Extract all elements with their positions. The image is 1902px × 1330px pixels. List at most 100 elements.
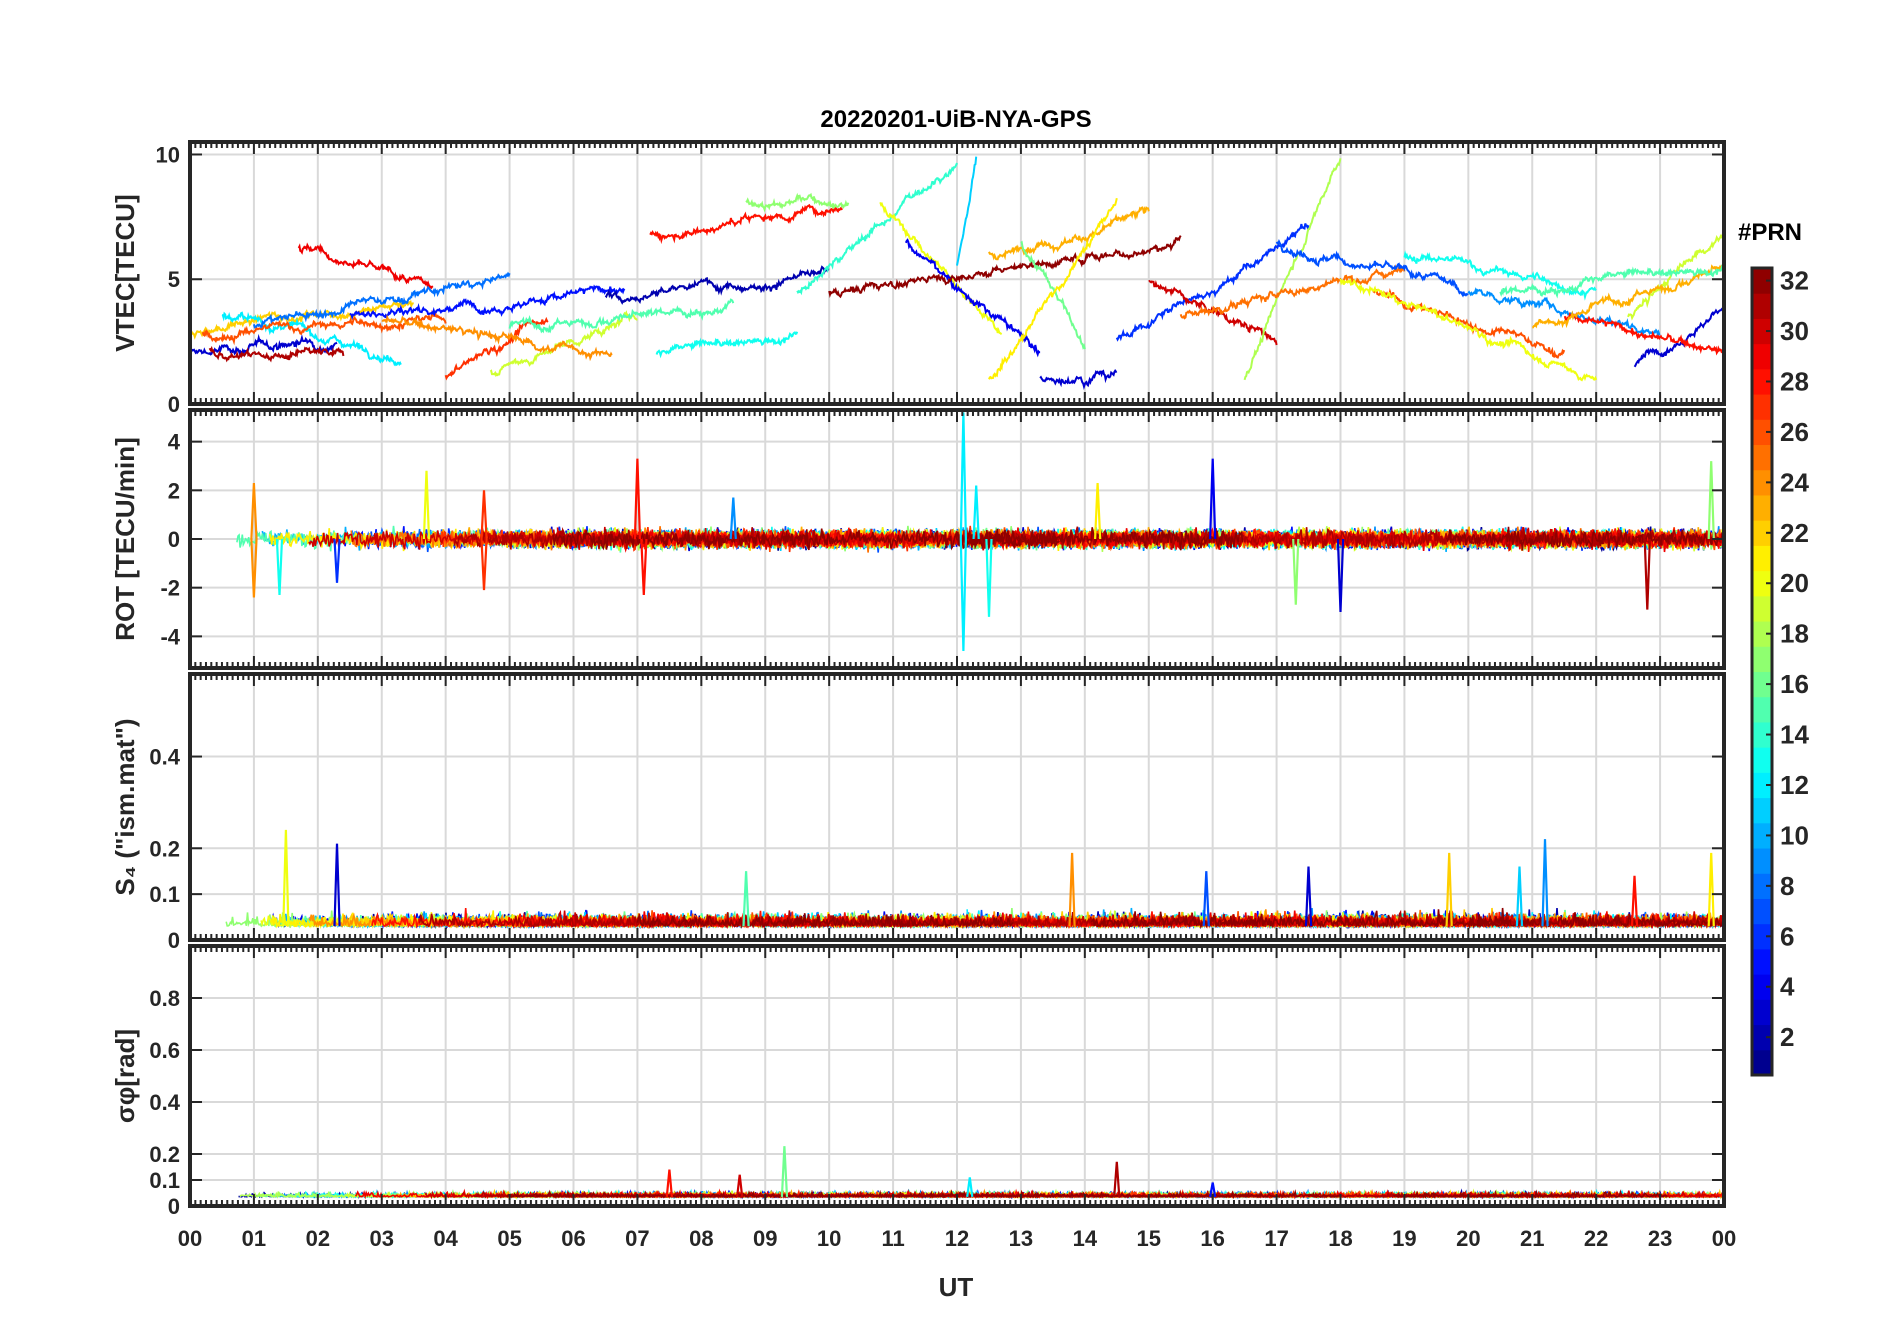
y-tick-label-sigma-phi: 0.6 [149,1038,180,1063]
series-line-prn-26 [1372,287,1566,359]
y-tick-label-rot: -2 [160,576,180,601]
colorbar-cell [1752,419,1772,446]
spike-prn-28 [633,458,642,540]
spike-prn-9 [1541,839,1549,927]
colorbar-cell [1752,822,1772,849]
spike-prn-31 [1113,1161,1121,1197]
colorbar-cell [1752,797,1772,824]
series-line-prn-15 [1499,263,1725,299]
series-line-prn-32 [828,235,1182,299]
spike-prn-15 [742,871,750,927]
colorbar-tick-label: 10 [1780,820,1809,850]
axes-sigma-phi: 00.10.2 0.4 0.6 0.8 [149,944,1726,1219]
y-tick-label-s4: 0.2 [149,836,180,861]
colorbar-tick-label: 4 [1780,972,1795,1002]
colorbar-tick-label: 30 [1780,316,1809,346]
series-line-prn-7 [1275,238,1469,298]
x-tick-label: 21 [1520,1226,1544,1251]
x-tick-labels: 00 01 02 03 04 05 06 07 08 09 10 11 12 13 14 15 16 17 18 19… [178,1226,1736,1251]
y-tick-label-sigma-phi: 0.8 [149,986,180,1011]
colorbar-cell [1752,974,1772,1000]
spike-prn-21 [1707,852,1715,927]
ylabel-sigma-phi: σφ[rad] [110,1029,140,1123]
spike-prn-12 [972,485,980,540]
colorbar-cell [1752,520,1772,546]
spike-prn-13 [985,538,993,617]
series-sigma-phi [238,1146,1725,1200]
series-line-prn-24 [381,314,613,362]
spike-prn-27 [480,490,488,540]
colorbar-cell [1752,999,1772,1026]
series-line-prn-28 [1563,311,1725,356]
colorbar-cell [1752,318,1772,345]
y-tick-label-sigma-phi: 0.1 [149,1168,180,1193]
colorbar-cell [1752,268,1772,294]
axes-s4: 0 0.1 0.2 0.4 [149,672,1726,953]
x-tick-label: 00 [178,1226,202,1251]
series-line-prn-11 [956,156,978,266]
spike-prn-13 [275,538,284,596]
colorbar-frame [1750,266,1774,1077]
series-line-prn-23 [1532,263,1725,329]
series-rot [236,412,1725,652]
panel-rot: -4 -2 0 2 4 ROT [TECU/min] [110,408,1726,670]
series-line-prn-22 [189,299,414,340]
ylabel-s4: S₄ ("ism.mat") [110,718,140,895]
x-tick-label: 18 [1328,1226,1352,1251]
series-line-prn-21 [988,197,1118,380]
ylabel-rot: ROT [TECU/min] [110,437,140,641]
y-tick-label-sigma-phi: 0 [168,1194,180,1219]
spike-prn-3 [1304,866,1313,927]
spike-prn-12 [959,412,967,540]
series-line-prn-4 [904,238,1041,358]
colorbar-tick-label: 18 [1780,619,1809,649]
x-tick-label: 06 [561,1226,585,1251]
y-tick-label-s4: 0.1 [149,882,180,907]
spike-prn-7 [1202,871,1210,927]
colorbar-cell [1752,394,1772,420]
spike-prn-11 [1515,866,1524,927]
colorbar-tick-label: 8 [1780,871,1794,901]
x-tick-label: 00 [1712,1226,1736,1251]
x-tick-label: 11 [881,1226,904,1251]
x-tick-label: 10 [817,1226,841,1251]
x-tick-label: 17 [1264,1226,1288,1251]
axes-vtec: 0 5 10 [156,140,1726,417]
grid-s4 [190,674,1724,940]
spike-prn-28 [1630,875,1639,927]
y-tick-label-vtec: 0 [168,392,180,417]
spike-prn-3 [333,843,341,927]
x-tick-label: 04 [433,1226,458,1251]
x-axis-label: UT [939,1272,974,1302]
spike-prn-22 [1445,852,1453,927]
series-s4 [225,829,1725,930]
series-line-prn-13 [1403,250,1597,301]
series-line-prn-3 [189,333,338,358]
series-line-prn-9 [1467,286,1661,337]
colorbar-cell [1752,1024,1772,1051]
colorbar-cell [1752,721,1772,748]
y-tick-label-rot: 2 [168,478,180,503]
x-tick-label: 16 [1200,1226,1224,1251]
spike-prn-16 [780,1146,789,1197]
series-line-prn-20 [1339,278,1598,382]
panel-s4: 0 0.1 0.2 0.4 S₄ ("ism.mat") [110,672,1726,953]
x-tick-label: 20 [1456,1226,1480,1251]
colorbar-cell [1752,948,1772,975]
grid-rot [190,410,1724,668]
spike-prn-27 [480,538,488,591]
y-tick-label-rot: 4 [168,430,181,455]
colorbar-cell [1752,469,1772,496]
colorbar-cell [1752,696,1772,723]
series-line-prn-17 [745,192,850,213]
colorbar-cell [1752,1049,1772,1076]
colorbar-cell [1752,772,1772,799]
series-line-prn-23 [988,206,1150,261]
x-tick-label: 22 [1584,1226,1608,1251]
colorbar-cell [1752,898,1772,925]
series-line-prn-2 [604,265,830,305]
spike-prn-3 [1336,538,1345,613]
colorbar-cell [1752,343,1772,370]
